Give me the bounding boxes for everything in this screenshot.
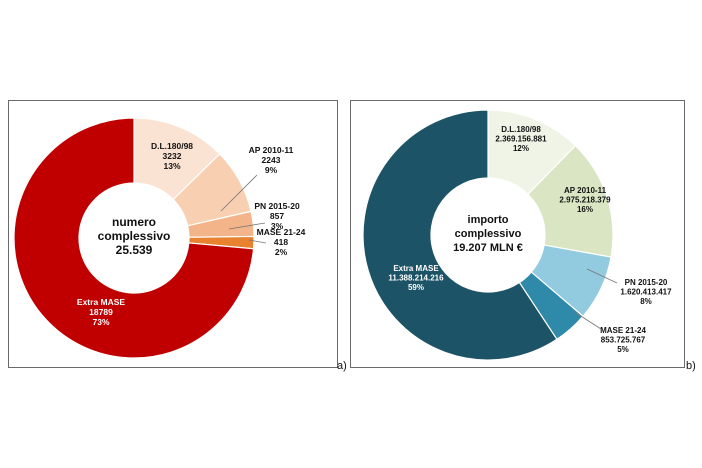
chart-panel-a: numero complessivo 25.539 D.L.180/98 3232 13%… [8, 100, 338, 368]
slice-label-name: MASE 21-24 [257, 227, 306, 237]
slice-label-pct-label: 12% [513, 144, 529, 153]
slice-label-pct-label: 73% [92, 317, 109, 327]
slice-label: MASE 21-24 418 2% [257, 227, 306, 257]
slice-label-value-label: 18789 [89, 307, 113, 317]
leader-line [248, 239, 267, 244]
slice-label: PN 2015-20 857 3% [254, 201, 300, 231]
slice-label: D.L.180/98 2.369.156.881 12% [495, 125, 547, 153]
slice-label-value-label: 3232 [163, 151, 182, 161]
slice-label-pct-label: 3% [271, 221, 284, 231]
slice-label-name: AP 2010-11 [249, 145, 294, 155]
center-label-line-0: importo [468, 214, 509, 226]
donut-chart-b: importo complessivo 19.207 MLN € D.L.180/98… [362, 109, 672, 361]
center-label-line-1: complessivo [455, 228, 522, 240]
slice-label-name: PN 2015-20 [625, 278, 668, 287]
slice-label: D.L.180/98 3232 13% [151, 141, 193, 171]
slice-label: PN 2015-20 1.620.413.417 8% [620, 278, 672, 306]
slice-extra-mase [362, 109, 558, 361]
slice-ap-2010-11 [527, 144, 614, 258]
slice-label-value-label: 11.388.214.216 [388, 274, 444, 283]
slice-label-value-label: 2243 [262, 155, 281, 165]
slice-label-pct-label: 9% [265, 165, 278, 175]
slice-label-value-label: 2.975.218.379 [559, 196, 611, 205]
leader-line [586, 268, 618, 284]
slice-label-value-label: 418 [274, 237, 288, 247]
slice-label-pct-label: 5% [617, 345, 629, 354]
panel-tag-a: a) [337, 360, 347, 372]
slice-label: MASE 21-24 853.725.767 5% [600, 326, 646, 354]
slice-label: Extra MASE 11.388.214.216 59% [388, 264, 444, 292]
slice-label-value-label: 857 [270, 211, 284, 221]
slice-label: AP 2010-11 2.975.218.379 16% [559, 186, 611, 214]
center-label-line-0: numero [112, 215, 156, 229]
slice-label: Extra MASE 18789 73% [77, 297, 126, 327]
slice-label-name: D.L.180/98 [501, 125, 541, 134]
slice-label-name: PN 2015-20 [254, 201, 300, 211]
panel-tag-b: b) [686, 360, 696, 372]
chart-panel-b: importo complessivo 19.207 MLN € D.L.180/98… [350, 100, 685, 368]
center-label-line-2: 19.207 MLN € [453, 242, 523, 254]
leader-line [220, 174, 258, 212]
center-label-line-2: 25.539 [116, 243, 153, 257]
slice-label-pct-label: 59% [408, 283, 424, 292]
slice-label-value-label: 2.369.156.881 [495, 135, 547, 144]
center-label: importo complessivo 19.207 MLN € [453, 214, 523, 254]
slice-label-pct-label: 16% [577, 205, 593, 214]
slice-extra-mase [13, 117, 255, 359]
slice-label-name: Extra MASE [393, 264, 439, 273]
donut-chart-a: numero complessivo 25.539 D.L.180/98 3232 13%… [13, 117, 306, 359]
center-label: numero complessivo 25.539 [98, 215, 171, 257]
slice-label: AP 2010-11 2243 9% [249, 145, 294, 175]
slice-label-name: AP 2010-11 [564, 186, 607, 195]
slice-label-name: MASE 21-24 [600, 326, 646, 335]
slice-label-name: D.L.180/98 [151, 141, 193, 151]
slice-label-pct-label: 2% [275, 247, 288, 257]
leader-line [228, 222, 266, 230]
slice-label-name: Extra MASE [77, 297, 126, 307]
center-label-line-1: complessivo [98, 229, 171, 243]
slice-label-value-label: 853.725.767 [601, 336, 646, 345]
slice-label-pct-label: 8% [640, 297, 652, 306]
slice-label-value-label: 1.620.413.417 [620, 288, 672, 297]
leader-line [572, 310, 602, 330]
slice-label-pct-label: 13% [163, 161, 180, 171]
